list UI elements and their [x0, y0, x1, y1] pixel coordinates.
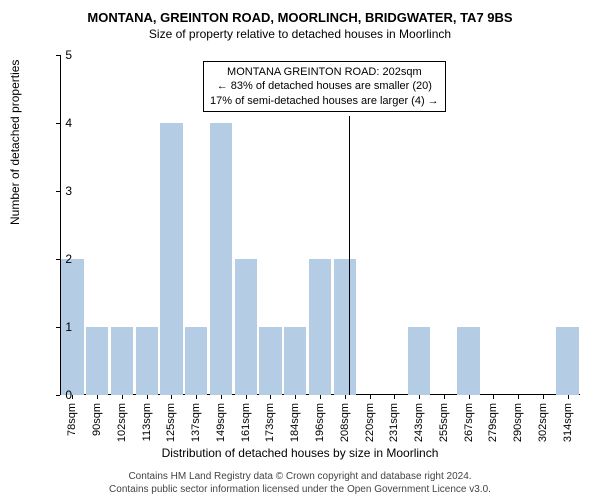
x-tick-label: 220sqm — [364, 403, 376, 442]
x-tick-mark — [320, 395, 321, 399]
bar — [210, 123, 232, 395]
annotation-line-2: ← 83% of detached houses are smaller (20… — [210, 79, 439, 93]
x-tick-mark — [196, 395, 197, 399]
bar — [160, 123, 182, 395]
x-tick-label: 255sqm — [438, 403, 450, 442]
chart-title-2: Size of property relative to detached ho… — [0, 27, 600, 41]
bar — [259, 327, 281, 395]
y-tick-label: 4 — [52, 116, 72, 130]
x-tick-mark — [270, 395, 271, 399]
x-tick-label: 113sqm — [141, 403, 153, 441]
annotation-box: MONTANA GREINTON ROAD: 202sqm ← 83% of d… — [203, 61, 446, 112]
x-tick-mark — [97, 395, 98, 399]
bar — [556, 327, 578, 395]
x-tick-label: 231sqm — [388, 403, 400, 442]
x-tick-label: 125sqm — [165, 403, 177, 442]
x-tick-label: 102sqm — [116, 403, 128, 442]
bar — [408, 327, 430, 395]
x-tick-mark — [295, 395, 296, 399]
x-tick-mark — [469, 395, 470, 399]
bar — [235, 259, 257, 395]
x-tick-mark — [518, 395, 519, 399]
x-tick-mark — [345, 395, 346, 399]
x-tick-mark — [72, 395, 73, 399]
y-tick-label: 2 — [52, 252, 72, 266]
chart-title-block: MONTANA, GREINTON ROAD, MOORLINCH, BRIDG… — [0, 0, 600, 41]
annotation-line-1: MONTANA GREINTON ROAD: 202sqm — [210, 65, 439, 79]
plot-area: MONTANA GREINTON ROAD: 202sqm ← 83% of d… — [60, 55, 580, 395]
x-tick-label: 208sqm — [339, 403, 351, 442]
bar — [284, 327, 306, 395]
bar — [86, 327, 108, 395]
x-tick-label: 290sqm — [512, 403, 524, 442]
x-tick-label: 137sqm — [190, 403, 202, 442]
x-tick-label: 196sqm — [314, 403, 326, 442]
annotation-line-3: 17% of semi-detached houses are larger (… — [210, 94, 439, 108]
x-tick-mark — [171, 395, 172, 399]
x-tick-mark — [543, 395, 544, 399]
bar — [309, 259, 331, 395]
x-tick-mark — [221, 395, 222, 399]
x-tick-label: 161sqm — [240, 403, 252, 442]
y-tick-label: 3 — [52, 184, 72, 198]
y-tick-label: 1 — [52, 320, 72, 334]
x-tick-mark — [122, 395, 123, 399]
bar — [457, 327, 479, 395]
x-tick-mark — [246, 395, 247, 399]
x-tick-label: 173sqm — [264, 403, 276, 442]
y-axis-label: Number of detached properties — [8, 60, 22, 225]
x-tick-label: 184sqm — [289, 403, 301, 442]
x-axis-label: Distribution of detached houses by size … — [0, 446, 600, 460]
x-tick-mark — [370, 395, 371, 399]
y-tick-label: 0 — [52, 388, 72, 402]
x-tick-label: 314sqm — [562, 403, 574, 442]
x-tick-mark — [394, 395, 395, 399]
x-tick-label: 267sqm — [463, 403, 475, 442]
x-tick-label: 243sqm — [413, 403, 425, 442]
x-tick-label: 90sqm — [91, 403, 103, 436]
bar — [111, 327, 133, 395]
bar — [334, 259, 356, 395]
footer: Contains HM Land Registry data © Crown c… — [0, 470, 600, 496]
x-tick-mark — [419, 395, 420, 399]
x-tick-mark — [444, 395, 445, 399]
x-tick-label: 78sqm — [66, 403, 78, 436]
x-tick-mark — [147, 395, 148, 399]
x-tick-label: 149sqm — [215, 403, 227, 442]
bar — [185, 327, 207, 395]
footer-line-1: Contains HM Land Registry data © Crown c… — [0, 470, 600, 483]
x-tick-mark — [568, 395, 569, 399]
y-tick-label: 5 — [52, 48, 72, 62]
chart-title-1: MONTANA, GREINTON ROAD, MOORLINCH, BRIDG… — [0, 10, 600, 25]
x-tick-mark — [493, 395, 494, 399]
footer-line-2: Contains public sector information licen… — [0, 483, 600, 496]
marker-line — [349, 116, 350, 395]
x-tick-label: 302sqm — [537, 403, 549, 442]
bar — [136, 327, 158, 395]
x-tick-label: 279sqm — [487, 403, 499, 442]
